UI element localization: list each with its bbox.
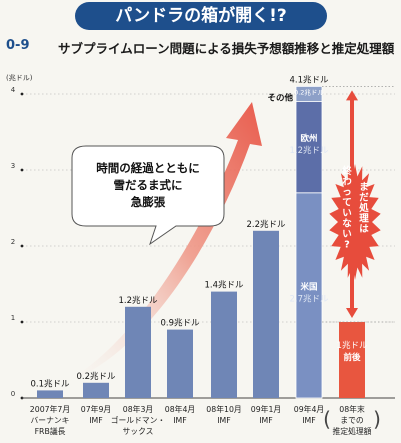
x-tick-label: バーナンキ (31, 416, 70, 425)
banner-title: パンドラの箱が開く!? (115, 6, 287, 26)
bar (83, 382, 109, 398)
gap-arrow-head-bottom (346, 308, 358, 318)
x-tick-label: 09年4月 (294, 404, 324, 414)
warning-char: い (342, 208, 352, 219)
x-tick-label: IMF (217, 416, 231, 425)
x-tick-label: 08年10月 (206, 404, 241, 414)
callout-line: 急膨張 (131, 195, 166, 209)
bracket-right: ) (373, 407, 381, 431)
bar-value-label: 0.1兆ドル (30, 378, 70, 389)
warning-char: ま (359, 181, 369, 193)
segment-value: 0.2兆ドル (294, 87, 324, 96)
warning-char: い (342, 229, 352, 240)
gap-arrow-head-top (346, 90, 358, 101)
x-tick-label: 08年3月 (123, 404, 153, 414)
y-axis-label: (兆ドル) (6, 73, 33, 82)
bar-value-label: 2.2兆ドル (246, 219, 286, 230)
trend-arrow (60, 102, 262, 385)
stacked-segment (295, 86, 323, 103)
x-tick-label: 09年1月 (251, 404, 281, 414)
x-tick-label: IMF (173, 416, 187, 425)
y-tick-label: 4 (11, 86, 16, 94)
segment-value: 2.7兆ドル (289, 293, 329, 304)
y-tick-label: 0 (11, 390, 15, 398)
projected-value-label: 1兆ドル (337, 340, 368, 351)
bar-value-label: 4.1兆ドル (289, 74, 329, 85)
x-tick-label: 08年末 (339, 404, 365, 414)
warning-char: だ (359, 193, 369, 204)
y-tick-dot (20, 244, 24, 248)
x-tick-label: 08年4月 (165, 404, 195, 414)
warning-char: 終 (342, 165, 352, 177)
bar (253, 230, 279, 398)
segment-name: その他 (267, 92, 293, 103)
warning-char: 理 (359, 214, 369, 225)
segment-name: 米国 (300, 281, 317, 292)
x-tick-label: IMF (89, 416, 103, 425)
bar (211, 291, 237, 398)
bar-value-label: 0.2兆ドル (76, 371, 116, 382)
warning-char: 処 (358, 202, 369, 214)
y-tick-dot (20, 92, 24, 96)
x-tick-label: ゴールドマン・ (111, 415, 166, 425)
bar (125, 306, 151, 398)
stacked-segment (295, 192, 323, 399)
warning-char: な (342, 219, 352, 230)
bracket-left: ( (323, 407, 331, 431)
figure-code: 0-9 (6, 38, 30, 53)
warning-char: は (359, 224, 369, 235)
callout-line: 時間の経過とともに (96, 161, 200, 175)
bar-value-label: 1.4兆ドル (204, 280, 244, 291)
callout-line: 雪だるま式に (114, 178, 183, 192)
y-tick-dot (20, 320, 24, 324)
x-tick-label: 07年9月 (81, 404, 111, 414)
x-tick-label: FRB議長 (35, 426, 66, 436)
x-tick-label: 推定処理額 (333, 426, 372, 436)
segment-value: 1.2兆ドル (289, 145, 329, 156)
warning-char: ? (344, 240, 350, 251)
warning-char: っ (342, 187, 352, 198)
projected-value-label: 前後 (343, 352, 361, 363)
segment-name: 欧州 (300, 133, 317, 144)
x-tick-label: までの (340, 416, 364, 425)
bar (339, 322, 365, 398)
bar-value-label: 0.9兆ドル (160, 318, 200, 329)
y-tick-label: 1 (11, 314, 15, 322)
x-tick-label: サックス (123, 427, 154, 436)
y-tick-label: 2 (11, 238, 15, 246)
x-tick-label: IMF (259, 416, 273, 425)
warning-char: わ (342, 177, 352, 188)
warning-char: て (342, 198, 352, 209)
chart-title: サブプライムローン問題による損失予想額推移と推定処理額 (58, 41, 395, 56)
callout-bubble (71, 145, 225, 246)
y-tick-label: 3 (11, 162, 15, 170)
banner: パンドラの箱が開く!? (75, 2, 327, 30)
bar (37, 390, 63, 398)
bar (167, 329, 193, 398)
warning-starburst (329, 164, 381, 280)
bar-value-label: 1.2兆ドル (118, 295, 158, 306)
x-tick-label: 2007年7月 (30, 404, 70, 414)
y-tick-dot (20, 168, 24, 172)
x-tick-label: IMF (302, 416, 316, 425)
